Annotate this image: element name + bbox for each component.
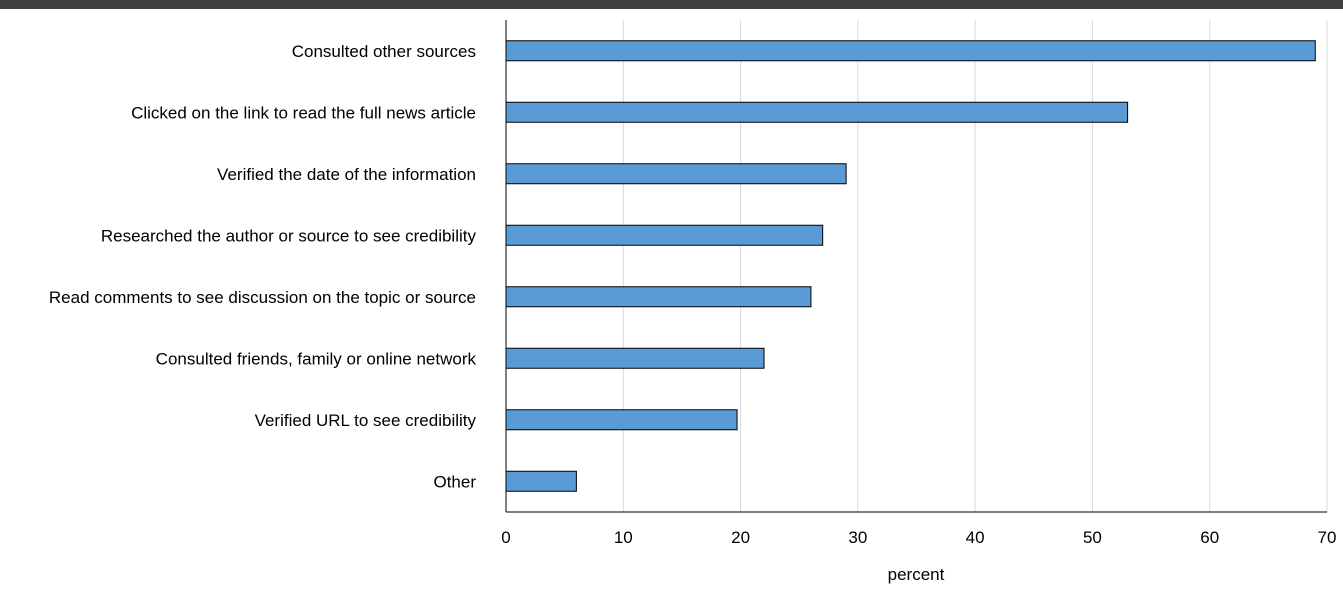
bar: [505, 347, 765, 369]
category-label: Verified URL to see credibility: [255, 411, 477, 430]
x-tick-label: 30: [848, 528, 867, 547]
bar: [505, 101, 1129, 123]
x-tick-label: 0: [501, 528, 510, 547]
category-label: Read comments to see discussion on the t…: [49, 288, 476, 307]
category-label: Clicked on the link to read the full new…: [131, 103, 476, 122]
category-labels: Consulted other sources Clicked on the li…: [49, 42, 477, 492]
category-label: Other: [433, 472, 476, 491]
category-label: Researched the author or source to see c…: [101, 226, 477, 245]
bars: [505, 40, 1316, 492]
bar: [505, 409, 738, 431]
category-label: Consulted other sources: [292, 42, 476, 61]
bar: [505, 286, 812, 308]
x-axis-title: percent: [888, 565, 945, 584]
bar: [505, 163, 847, 185]
grid-lines: [622, 20, 1328, 512]
x-tick-label: 10: [614, 528, 633, 547]
bar: [505, 40, 1316, 62]
bar: [505, 224, 824, 246]
category-label: Consulted friends, family or online netw…: [156, 349, 477, 368]
axes: [505, 20, 1327, 513]
x-tick-label: 20: [731, 528, 750, 547]
x-tick-label: 50: [1083, 528, 1102, 547]
x-tick-label: 70: [1318, 528, 1337, 547]
category-label: Verified the date of the information: [217, 165, 476, 184]
bar: [505, 470, 577, 492]
x-tick-labels: 0 10 20 30 40 50 60 70: [501, 528, 1336, 547]
x-tick-label: 60: [1200, 528, 1219, 547]
x-tick-label: 40: [966, 528, 985, 547]
top-rule: [0, 0, 1343, 9]
